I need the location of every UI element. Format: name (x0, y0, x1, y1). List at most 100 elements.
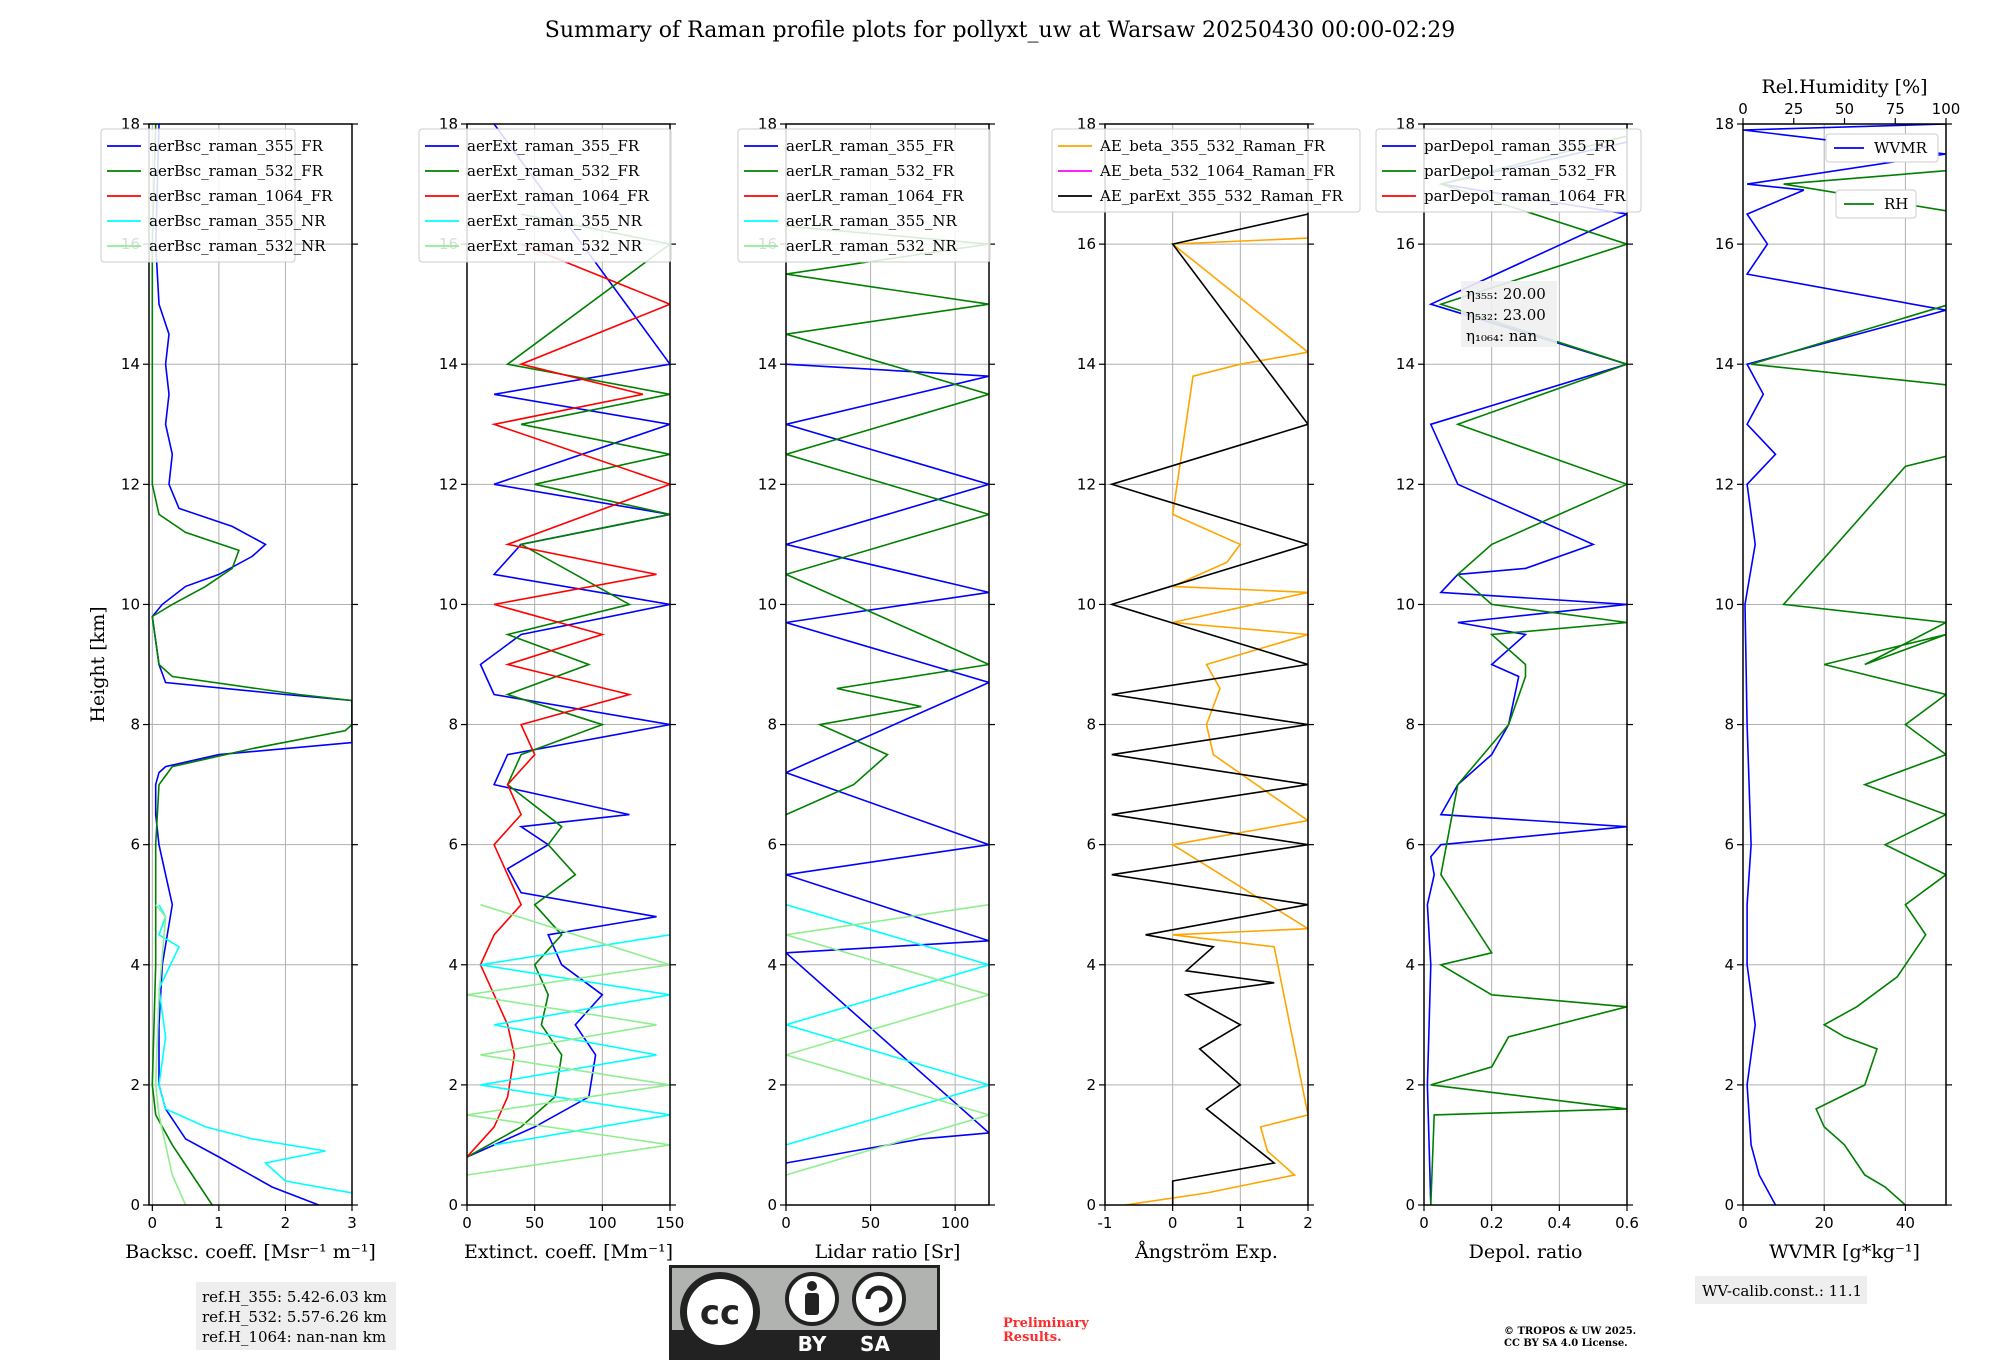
ytick-label-2: 4 (448, 956, 458, 974)
series-group-angstrom (1109, 213, 1308, 1205)
ytick-label-1: 2 (1405, 1076, 1415, 1094)
xlabel-lidar_ratio: Lidar ratio [Sr] (815, 1241, 961, 1263)
legend-label-extinction-1: aerExt_raman_532_FR (467, 162, 640, 180)
series-line-lidar_ratio-3 (786, 903, 989, 1146)
preliminary-label: Preliminary (1003, 1316, 1089, 1331)
ytick-label-7: 14 (121, 355, 140, 373)
figure-title: Summary of Raman profile plots for polly… (545, 18, 1455, 43)
series-group-backscatter (151, 124, 352, 1205)
xtick-label-0: 0 (1419, 1214, 1429, 1232)
ytick-label-2: 4 (130, 956, 140, 974)
legend-label-0: WVMR (1874, 139, 1928, 157)
ytick-label-0: 0 (767, 1196, 777, 1214)
xtick-label-3: 150 (656, 1214, 685, 1232)
legend-label-lidar_ratio-4: aerLR_raman_532_NR (786, 237, 957, 255)
axes-frame-angstrom (1104, 123, 1309, 1206)
ytick-label-5: 10 (439, 595, 458, 613)
xtick-label-2: 0.4 (1547, 1214, 1571, 1232)
legend-label-angstrom-2: AE_parExt_355_532_Raman_FR (1099, 187, 1344, 205)
legend-label-backscatter-3: aerBsc_raman_355_NR (149, 212, 326, 230)
ytick-label-8: 16 (1715, 235, 1734, 253)
legend-label-angstrom-1: AE_beta_532_1064_Raman_FR (1099, 162, 1335, 180)
series-line-extinction-2 (467, 243, 670, 1158)
series-line-backscatter-3 (158, 904, 352, 1194)
series-line-wvmr-0 (1743, 124, 1946, 1205)
ytick-label-7: 14 (1077, 355, 1096, 373)
xtick-label-3: 3 (347, 1214, 357, 1232)
ytick-label-3: 6 (448, 836, 458, 854)
sa-arrow-icon (865, 1285, 893, 1313)
ytick-label-2: 4 (1724, 956, 1734, 974)
ytick-label-3: 6 (1086, 836, 1096, 854)
axes-frame-lidar_ratio (785, 123, 990, 1206)
xtick-label-3: 2 (1303, 1214, 1313, 1232)
axes-frame-extinction (466, 123, 671, 1206)
axes-frame-depol (1423, 123, 1628, 1206)
copyright-line-1: © TROPOS & UW 2025. (1504, 1326, 1636, 1337)
legend-box-extinction (418, 128, 672, 263)
series-line-extinction-1 (467, 213, 670, 1158)
by-person-head-icon (807, 1281, 817, 1291)
series-group-extinction (467, 124, 670, 1176)
series-line-depol-0 (1426, 141, 1627, 1205)
legend-label-1: RH (1884, 195, 1908, 213)
xlabel-backscatter: Backsc. coeff. [Msr⁻¹ m⁻¹] (125, 1241, 376, 1263)
panel-backscatter: 0246810121416180123Backsc. coeff. [Msr⁻¹… (87, 115, 376, 1263)
ytick-label-7: 14 (1715, 355, 1734, 373)
top-xlabel-wvmr: Rel.Humidity [%] (1761, 76, 1927, 98)
series-line-lidar_ratio-4 (786, 903, 989, 1176)
sa-label: SA (860, 1332, 890, 1356)
chart-panels: 0246810121416180123Backsc. coeff. [Msr⁻¹… (87, 76, 1961, 1263)
ytick-label-5: 10 (758, 595, 777, 613)
ytick-label-7: 14 (1396, 355, 1415, 373)
panel-extinction: 024681012141618050100150Extinct. coeff. … (418, 115, 685, 1263)
top-xtick-label-1: 25 (1784, 100, 1803, 118)
ytick-label-3: 6 (1405, 836, 1415, 854)
ytick-label-6: 12 (121, 475, 140, 493)
legend-box-backscatter (100, 128, 296, 263)
legend-label-depol-2: parDepol_raman_1064_FR (1424, 187, 1626, 205)
eta-annotation-0: η₃₅₅: 20.00 (1466, 285, 1546, 303)
top-xtick-label-4: 100 (1932, 100, 1961, 118)
xtick-label-0: 0 (1738, 1214, 1748, 1232)
xtick-label-1: 20 (1815, 1214, 1834, 1232)
xlabel-depol: Depol. ratio (1469, 1241, 1583, 1263)
ytick-label-6: 12 (1396, 475, 1415, 493)
series-line-wvmr-1 (1750, 169, 1946, 1205)
ytick-label-5: 10 (1077, 595, 1096, 613)
series-line-backscatter-1 (151, 124, 352, 1205)
ytick-label-5: 10 (1715, 595, 1734, 613)
series-line-extinction-0 (467, 124, 670, 1158)
legend-label-lidar_ratio-2: aerLR_raman_1064_FR (786, 187, 964, 205)
by-label: BY (798, 1332, 827, 1356)
top-xtick-label-3: 75 (1886, 100, 1905, 118)
by-person-body-icon (805, 1293, 819, 1315)
xlabel-angstrom: Ångström Exp. (1134, 1241, 1278, 1263)
ytick-label-8: 16 (1396, 235, 1415, 253)
ytick-label-4: 8 (1724, 716, 1734, 734)
ytick-label-0: 0 (448, 1196, 458, 1214)
ref-height-355: ref.H_355: 5.42-6.03 km (202, 1288, 387, 1306)
ytick-label-0: 0 (1086, 1196, 1096, 1214)
legend-label-backscatter-1: aerBsc_raman_532_FR (149, 162, 324, 180)
sa-share-alike-icon (852, 1272, 906, 1326)
copyright-line-2: CC BY SA 4.0 License. (1504, 1338, 1628, 1349)
ytick-label-6: 12 (1077, 475, 1096, 493)
ytick-label-3: 6 (130, 836, 140, 854)
legend-label-extinction-2: aerExt_raman_1064_FR (467, 187, 649, 205)
cc-logo-graphic: cc BY SA (672, 1272, 937, 1357)
legend-label-backscatter-2: aerBsc_raman_1064_FR (149, 187, 333, 205)
ytick-label-0: 0 (130, 1196, 140, 1214)
ylabel-backscatter: Height [km] (87, 606, 109, 722)
wv-calib-box (1695, 1276, 1867, 1304)
xtick-label-2: 1 (1236, 1214, 1246, 1232)
series-line-depol-1 (1430, 135, 1627, 1205)
ytick-label-6: 12 (439, 475, 458, 493)
legend-box-depol (1375, 128, 1642, 213)
xtick-label-0: -1 (1098, 1214, 1113, 1232)
series-line-extinction-4 (467, 903, 670, 1176)
series-line-backscatter-4 (154, 904, 187, 1205)
